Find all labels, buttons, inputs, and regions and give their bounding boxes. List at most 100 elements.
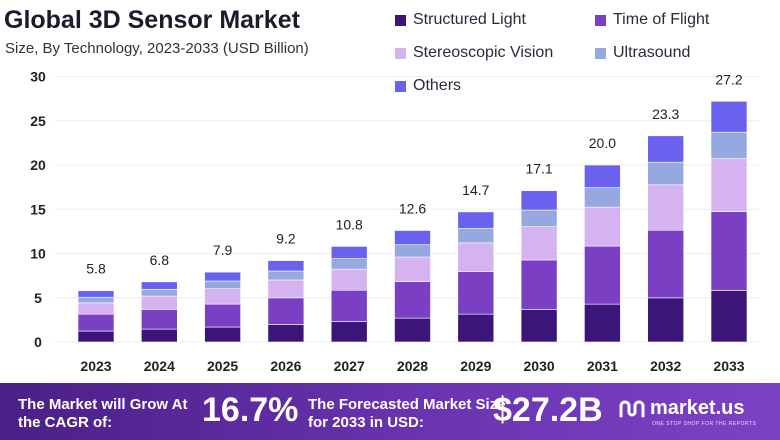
bar-ultrasound-2031 — [584, 187, 621, 208]
bar-total-label: 9.2 — [276, 231, 296, 247]
market-us-logo-icon — [619, 400, 645, 417]
bar-ultrasound-2030 — [520, 209, 558, 227]
x-tick-label: 2027 — [334, 358, 365, 374]
bar-ultrasound-2025 — [204, 280, 241, 290]
chart-title: Global 3D Sensor Market — [4, 6, 300, 34]
bar-stereoscopic-vision-2028 — [394, 256, 431, 282]
x-tick-label: 2023 — [80, 358, 111, 374]
bar-others-2023 — [77, 290, 115, 298]
bar-time-of-flight-2028 — [394, 281, 431, 319]
bar-total-label: 6.8 — [150, 252, 170, 268]
bar-structured-light-2026 — [267, 324, 305, 343]
legend-item-structured-light: Structured Light — [395, 11, 526, 29]
bar-ultrasound-2026 — [267, 270, 305, 281]
chart-subtitle: Size, By Technology, 2023-2033 (USD Bill… — [5, 40, 309, 57]
bar-structured-light-2033 — [710, 290, 748, 343]
bar-structured-light-2031 — [584, 303, 621, 343]
bar-time-of-flight-2025 — [204, 303, 241, 328]
bar-stereoscopic-vision-2025 — [204, 288, 241, 305]
bar-total-label: 7.9 — [213, 242, 233, 258]
bar-total-label: 12.6 — [399, 200, 426, 216]
bar-stereoscopic-vision-2030 — [520, 226, 558, 261]
bar-time-of-flight-2029 — [457, 271, 495, 315]
legend-label: Others — [413, 77, 462, 94]
cagr-label: The Market will Grow At the CAGR of: — [18, 396, 188, 431]
bar-others-2024 — [141, 281, 178, 290]
stacked-bar-chart: 0510152025305.820236.820247.920259.22026… — [30, 69, 760, 374]
y-tick-label: 15 — [30, 201, 46, 217]
bar-structured-light-2029 — [457, 313, 495, 343]
x-tick-label: 2030 — [524, 358, 555, 374]
x-tick-label: 2026 — [270, 358, 301, 374]
bar-others-2032 — [647, 135, 685, 163]
bar-time-of-flight-2031 — [584, 245, 621, 305]
bar-structured-light-2025 — [204, 326, 241, 343]
x-tick-label: 2025 — [207, 358, 238, 374]
y-tick-label: 0 — [34, 334, 42, 350]
bar-stereoscopic-vision-2024 — [141, 295, 178, 310]
legend-label: Structured Light — [413, 11, 526, 28]
x-tick-label: 2033 — [713, 358, 744, 374]
bar-structured-light-2032 — [647, 297, 685, 343]
legend-label: Time of Flight — [613, 11, 710, 28]
bar-ultrasound-2028 — [394, 244, 431, 258]
bar-others-2026 — [267, 260, 305, 272]
bar-structured-light-2028 — [394, 317, 431, 343]
bar-total-label: 14.7 — [462, 182, 489, 198]
bar-time-of-flight-2032 — [647, 229, 685, 299]
y-tick-label: 10 — [30, 246, 46, 262]
bar-stereoscopic-vision-2031 — [584, 206, 621, 247]
y-tick-label: 25 — [30, 113, 46, 129]
bar-others-2031 — [584, 164, 621, 188]
legend-swatch — [395, 14, 406, 26]
bar-others-2033 — [710, 100, 748, 133]
cagr-value: 16.7% — [202, 391, 299, 429]
legend-item-others: Others — [395, 77, 461, 95]
bar-ultrasound-2029 — [457, 228, 495, 244]
bar-structured-light-2030 — [520, 309, 558, 343]
bar-ultrasound-2023 — [77, 296, 115, 304]
bar-stereoscopic-vision-2029 — [457, 242, 495, 272]
legend-swatch — [395, 80, 406, 92]
x-tick-label: 2024 — [144, 358, 175, 374]
x-tick-label: 2028 — [397, 358, 428, 374]
forecast-value: $27.2B — [493, 391, 603, 429]
bar-others-2030 — [520, 190, 558, 211]
legend-item-stereoscopic-vision: Stereoscopic Vision — [395, 44, 553, 62]
x-tick-label: 2029 — [460, 358, 491, 374]
bar-ultrasound-2033 — [710, 131, 748, 159]
bar-others-2027 — [330, 246, 368, 259]
bar-time-of-flight-2023 — [77, 313, 115, 332]
bar-stereoscopic-vision-2027 — [330, 268, 368, 291]
bar-others-2029 — [457, 211, 495, 229]
bar-ultrasound-2027 — [330, 258, 368, 270]
bar-stereoscopic-vision-2023 — [77, 302, 115, 315]
bar-total-label: 23.3 — [652, 106, 679, 122]
bar-time-of-flight-2024 — [141, 309, 178, 330]
summary-banner: The Market will Grow At the CAGR of: 16.… — [0, 383, 780, 440]
brand-name: market.us — [650, 397, 745, 419]
bar-ultrasound-2032 — [647, 161, 685, 186]
forecast-label: The Forecasted Market Size for 2033 in U… — [308, 396, 506, 431]
brand-logo: market.us — [618, 397, 745, 420]
y-tick-label: 5 — [34, 290, 42, 306]
brand-tagline: ONE STOP SHOP FOR THE REPORTS — [652, 421, 757, 427]
bar-structured-light-2023 — [77, 330, 115, 343]
legend: Structured Light Time of Flight Stereosc… — [395, 8, 775, 100]
bar-total-label: 17.1 — [525, 161, 552, 177]
legend-swatch — [595, 14, 606, 26]
bar-ultrasound-2024 — [141, 289, 178, 297]
bar-time-of-flight-2030 — [520, 259, 558, 310]
y-tick-label: 20 — [30, 157, 46, 173]
bar-total-label: 10.8 — [336, 216, 363, 232]
bar-stereoscopic-vision-2033 — [710, 158, 748, 212]
bar-stereoscopic-vision-2026 — [267, 279, 305, 299]
bar-total-label: 27.2 — [715, 71, 742, 87]
bar-others-2028 — [394, 230, 431, 246]
x-tick-label: 2032 — [650, 358, 681, 374]
x-tick-label: 2031 — [587, 358, 618, 374]
bar-stereoscopic-vision-2032 — [647, 184, 685, 231]
legend-label: Stereoscopic Vision — [413, 44, 554, 61]
bar-structured-light-2024 — [141, 328, 178, 343]
bar-total-label: 5.8 — [86, 261, 106, 277]
